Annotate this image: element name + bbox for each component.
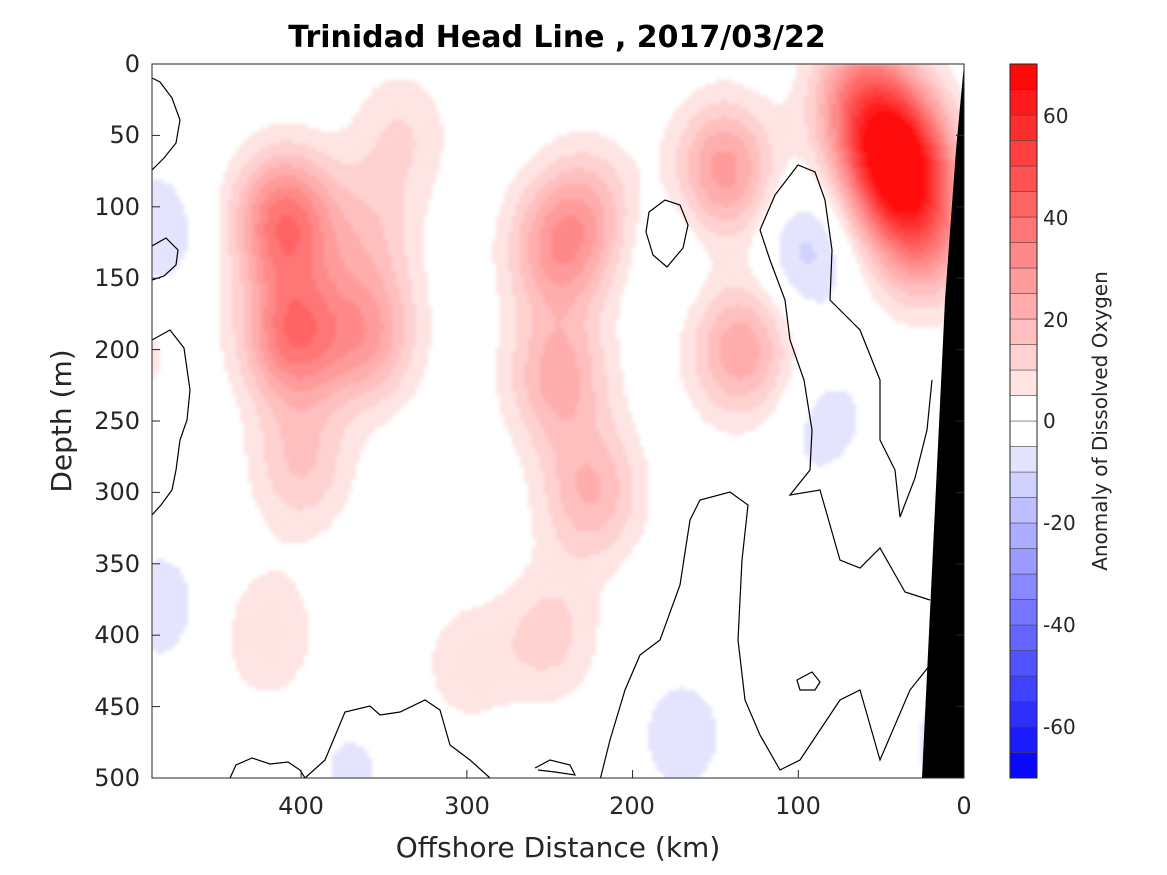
colorbar-band	[1009, 318, 1038, 345]
colorbar-band	[1009, 369, 1038, 396]
y-tick-label-350: 350	[94, 550, 140, 578]
colorbar-bands	[1009, 63, 1038, 779]
y-tick-label-250: 250	[94, 407, 140, 435]
colorbar-band	[1009, 752, 1038, 779]
y-tick-label-50: 50	[109, 121, 140, 149]
x-tick-label-0: 0	[956, 792, 971, 820]
colorbar-band	[1009, 522, 1038, 549]
colorbar-band	[1009, 726, 1038, 753]
colorbar-band	[1009, 165, 1038, 192]
x-tick-label-200: 200	[609, 792, 655, 820]
colorbar-band	[1009, 267, 1038, 294]
colorbar-band	[1009, 216, 1038, 243]
colorbar-band	[1009, 701, 1038, 728]
colorbar-tick-label-minus-20: -20	[1043, 511, 1076, 535]
x-tick-label-400: 400	[278, 792, 324, 820]
colorbar-band	[1009, 140, 1038, 167]
colorbar-tick-label-minus-60: -60	[1043, 715, 1076, 739]
colorbar-band	[1009, 624, 1038, 651]
zero-contour-island	[645, 199, 689, 268]
colorbar-band	[1009, 471, 1038, 498]
colorbar-band	[1009, 446, 1038, 473]
colorbar-band	[1009, 420, 1038, 447]
chart-title: Trinidad Head Line , 2017/03/22	[288, 20, 825, 55]
zero-contour-small-loop	[796, 671, 821, 691]
colorbar-band	[1009, 114, 1038, 141]
zero-contour-west-upper	[152, 77, 181, 171]
colorbar-tick-label-minus-40: -40	[1043, 613, 1076, 637]
colorbar-band	[1009, 650, 1038, 677]
plot-area	[151, 63, 965, 779]
colorbar-band	[1009, 242, 1038, 269]
colorbar-band	[1009, 63, 1038, 90]
colorbar-tick-label-0: 0	[1043, 409, 1056, 433]
colorbar-tick-label-20: 20	[1043, 308, 1068, 332]
zero-contours	[152, 77, 933, 778]
x-tick-marks	[300, 770, 965, 778]
colorbar-title: Anomaly of Dissolved Oxygen	[1088, 271, 1112, 571]
zero-contour-nearshore-tongue	[759, 164, 933, 518]
colorbar-band	[1009, 675, 1038, 702]
colorbar-band	[1009, 89, 1038, 116]
y-tick-marks	[152, 63, 964, 779]
zero-contour-west-lower	[152, 329, 191, 516]
colorbar-tick-label-40: 40	[1043, 206, 1068, 230]
colorbar-band	[1009, 548, 1038, 575]
y-tick-label-200: 200	[94, 336, 140, 364]
x-tick-label-100: 100	[775, 792, 821, 820]
y-tick-label-0: 0	[125, 50, 140, 78]
colorbar: 60 40 20 0 -20 -40 -60 Anomaly of Dissol…	[1009, 63, 1112, 779]
anomaly-field-image	[152, 64, 964, 778]
y-tick-label-150: 150	[94, 264, 140, 292]
colorbar-tick-label-60: 60	[1043, 104, 1068, 128]
zero-contour-deep-shelf	[599, 491, 931, 778]
x-tick-label-300: 300	[444, 792, 490, 820]
colorbar-frame	[1009, 63, 1038, 779]
y-tick-label-500: 500	[94, 764, 140, 792]
y-tick-label-300: 300	[94, 478, 140, 506]
colorbar-band	[1009, 191, 1038, 218]
colorbar-band	[1009, 497, 1038, 524]
colorbar-band	[1009, 573, 1038, 600]
zero-contour-bottom-mid	[304, 699, 491, 778]
colorbar-band	[1009, 344, 1038, 371]
colorbar-band	[1009, 395, 1038, 422]
zero-contour-bottom-east	[534, 759, 577, 776]
x-axis-title: Offshore Distance (km)	[396, 831, 721, 864]
y-tick-label-450: 450	[94, 693, 140, 721]
zero-contour-west-mid	[152, 237, 179, 281]
colorbar-band	[1009, 293, 1038, 320]
zero-contour-left-branch	[759, 229, 931, 601]
colorbar-band	[1009, 599, 1038, 626]
anomaly-field	[152, 64, 964, 778]
seafloor-mask	[922, 64, 964, 778]
zero-contour-bottom-west	[229, 757, 306, 778]
y-tick-label-100: 100	[94, 193, 140, 221]
y-axis-title: Depth (m)	[45, 349, 78, 492]
y-tick-label-400: 400	[94, 621, 140, 649]
